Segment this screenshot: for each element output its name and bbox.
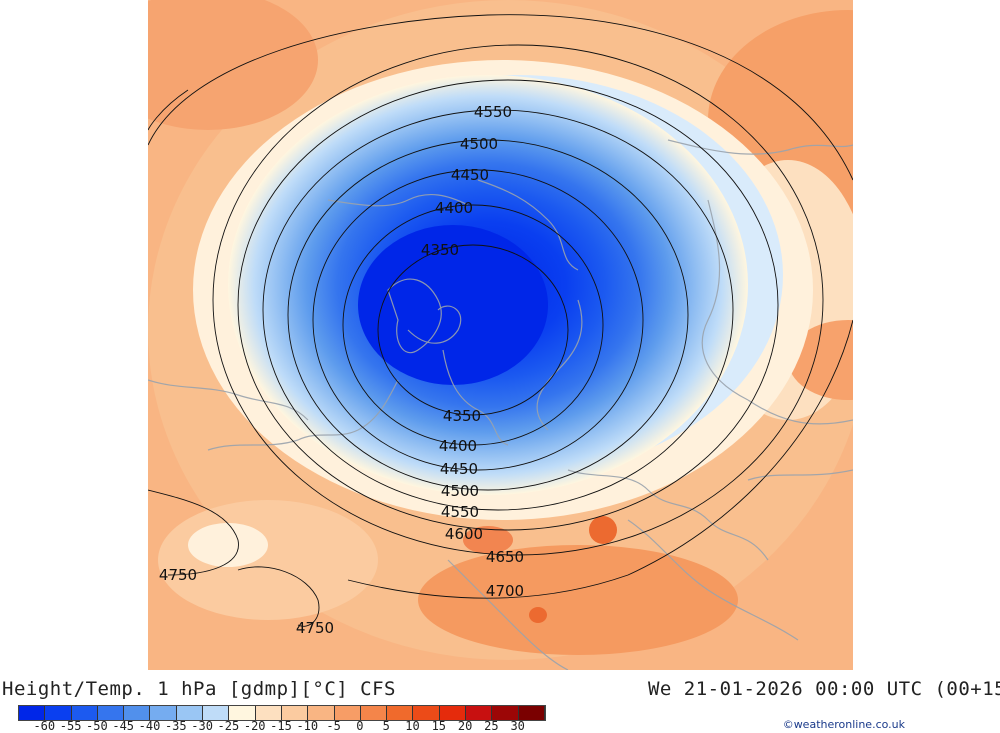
color-swatch — [203, 706, 230, 720]
scale-tick-label: 30 — [510, 719, 525, 733]
contour-label: 4750 — [159, 566, 197, 584]
scale-tick-label: 15 — [431, 719, 447, 733]
scale-tick-label: -25 — [217, 719, 240, 733]
color-scale-bar — [18, 705, 546, 721]
scale-tick-label: 5 — [382, 719, 390, 733]
color-swatch — [281, 706, 309, 720]
color-swatch — [387, 706, 414, 720]
scale-tick-label: -20 — [243, 719, 266, 733]
color-swatch — [308, 706, 335, 720]
credit-text: ©weatheronline.co.uk — [782, 718, 905, 731]
valid-time: We 21-01-2026 00:00 UTC (00+1536 — [647, 678, 1000, 700]
scale-tick-label: -10 — [296, 719, 319, 733]
chart-title: Height/Temp. 1 hPa [gdmp][°C] CFS — [2, 678, 396, 700]
color-swatch — [334, 706, 361, 720]
scale-tick-label: -45 — [112, 719, 135, 733]
contour-label: 4450 — [451, 166, 489, 184]
color-swatch — [150, 706, 177, 720]
contour-label: 4750 — [296, 619, 334, 637]
scale-tick-label: 0 — [356, 719, 364, 733]
legend-area — [0, 670, 1000, 733]
contour-label: 4400 — [435, 199, 473, 217]
scale-tick-label: -40 — [138, 719, 161, 733]
map-icon: 4350 4400 4450 4500 4550 4600 4650 4700 … — [98, 0, 988, 671]
color-scale-ticks: -60 -55 -50 -45 -40 -35 -30 -25 -20 -15 -10 -5 0 5 10 1… — [18, 719, 578, 733]
contour-label: 4450 — [440, 460, 478, 478]
scale-tick-label: -55 — [59, 719, 82, 733]
color-swatch — [466, 706, 493, 720]
scale-tick-label: 25 — [484, 719, 499, 733]
contour-label: 4550 — [474, 103, 512, 121]
color-swatch — [71, 706, 98, 720]
scale-tick-label: -60 — [33, 719, 56, 733]
scale-tick-label: -5 — [326, 719, 341, 733]
contour-label: 4500 — [441, 482, 479, 500]
color-swatch — [45, 706, 72, 720]
scale-tick-label: -15 — [270, 719, 292, 733]
scale-tick-label: -30 — [191, 719, 213, 733]
scale-tick-label: 20 — [457, 719, 473, 733]
color-swatch — [413, 706, 440, 720]
color-swatch — [124, 706, 151, 720]
color-swatch — [518, 706, 545, 720]
contour-label: 4500 — [460, 135, 498, 153]
contour-label: 4650 — [486, 548, 524, 566]
contour-label: 4350 — [421, 241, 459, 259]
temperature-height-map: 4350 4400 4450 4500 4550 4600 4650 4700 … — [98, 0, 988, 671]
color-swatch — [229, 706, 256, 720]
color-swatch — [19, 706, 46, 720]
contour-label: 4700 — [486, 582, 524, 600]
color-swatch — [176, 706, 204, 720]
color-swatch — [255, 706, 282, 720]
contour-label: 4400 — [439, 437, 477, 455]
contour-label: 4600 — [445, 525, 483, 543]
contour-label: 4550 — [441, 503, 479, 521]
color-swatch — [492, 706, 519, 720]
scale-tick-label: -35 — [164, 719, 187, 733]
contour-label: 4350 — [443, 407, 481, 425]
color-swatch — [439, 706, 467, 720]
color-swatch — [97, 706, 125, 720]
scale-tick-label: -50 — [86, 719, 108, 733]
scale-tick-label: 10 — [405, 719, 420, 733]
color-swatch — [360, 706, 388, 720]
